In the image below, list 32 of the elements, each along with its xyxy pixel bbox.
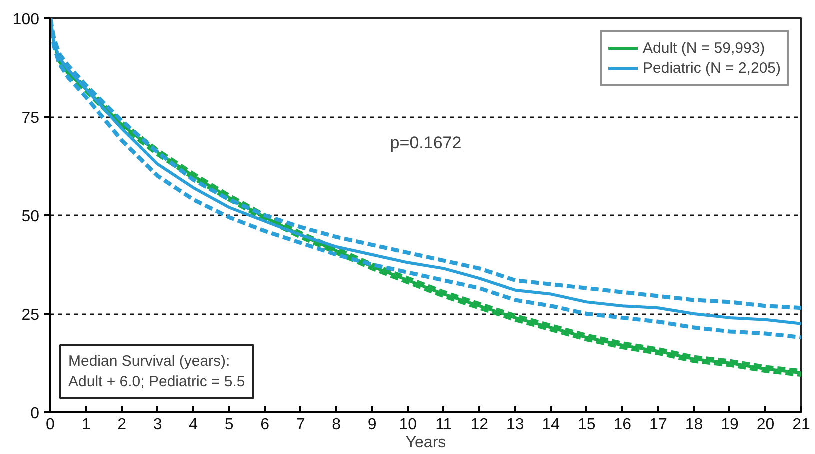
y-tick-label: 100 <box>12 12 40 28</box>
x-tick-label: 9 <box>368 416 377 434</box>
annotation: Median Survival (years): Adult + 6.0; Pediatric = 5.5 <box>68 353 246 390</box>
y-tick-label: 0 <box>30 406 40 422</box>
x-tick-label: 1 <box>82 416 91 434</box>
x-tick-label: 10 <box>399 416 418 434</box>
legend-label: Adult (N = 59,993) <box>643 40 766 56</box>
x-tick-label: 12 <box>470 416 489 434</box>
x-tick-label: 8 <box>332 416 342 434</box>
x-tick-label: 11 <box>436 416 452 434</box>
y-tick-label: 75 <box>22 110 40 127</box>
x-tick-label: 6 <box>260 416 270 434</box>
x-tick-label: 13 <box>506 416 524 434</box>
legend-label: Pediatric (N = 2,205) <box>643 60 781 76</box>
x-tick-label: 2 <box>118 416 127 434</box>
x-tick-label: 14 <box>542 416 560 434</box>
x-tick-label: 7 <box>296 416 306 434</box>
y-tick-label: 50 <box>22 208 40 226</box>
x-tick-label: 5 <box>224 416 234 434</box>
x-tick-label: 3 <box>153 416 162 434</box>
x-tick-label: 20 <box>756 416 775 434</box>
x-tick-label: 0 <box>46 416 56 434</box>
x-tick-label: 18 <box>685 416 704 434</box>
x-tick-label: 15 <box>578 416 596 434</box>
x-axis-title: Years <box>406 434 446 452</box>
x-tick-label: 17 <box>650 416 668 434</box>
y-tick-label: 25 <box>22 307 40 324</box>
x-tick-label: 16 <box>614 416 632 434</box>
annotation: p=0.1672 <box>390 133 462 152</box>
x-tick-label: 21 <box>792 416 810 434</box>
x-tick-label: 4 <box>189 416 198 434</box>
x-tick-label: 19 <box>721 416 739 434</box>
